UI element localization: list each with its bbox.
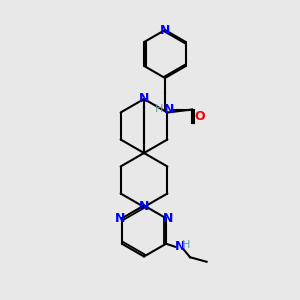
Text: H: H [155,104,164,115]
Text: N: N [174,240,185,253]
Text: N: N [162,212,173,225]
Text: O: O [194,110,205,123]
Text: N: N [139,92,149,106]
Text: H: H [182,240,190,250]
Text: N: N [115,212,126,225]
Text: N: N [160,23,170,37]
Text: N: N [139,200,149,214]
Text: N: N [164,103,175,116]
